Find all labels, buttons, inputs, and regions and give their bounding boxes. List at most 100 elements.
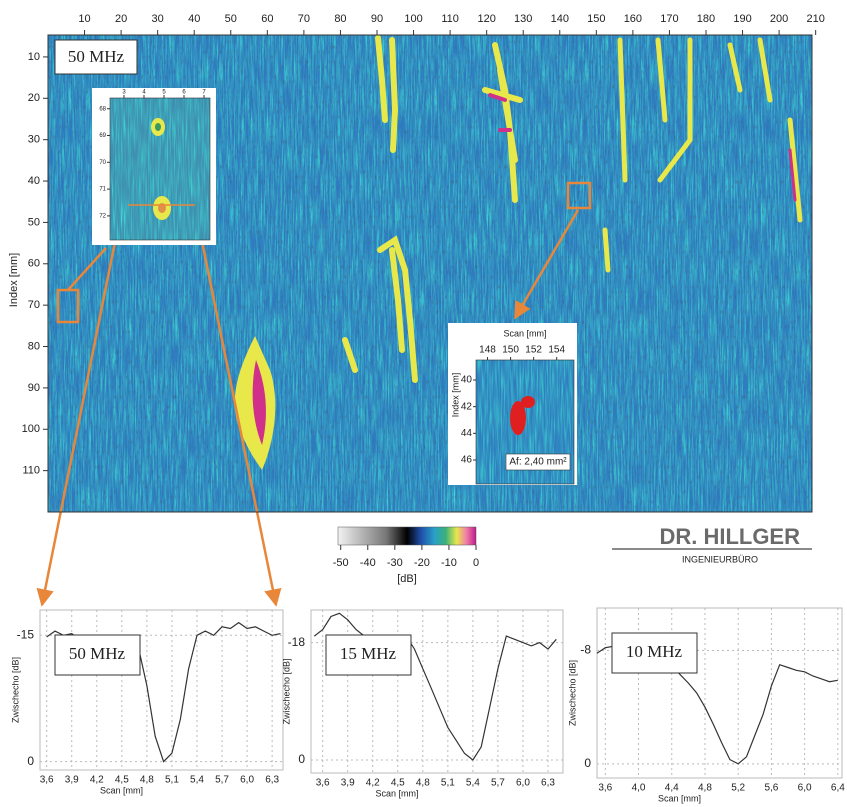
x-tick-label: 4,2	[90, 775, 104, 786]
plot-frame	[310, 609, 564, 774]
y-axis-label: Zwischecho [dB]	[281, 658, 291, 724]
y-tick-label: 70	[28, 299, 40, 311]
x-tick-label: 148	[479, 345, 496, 356]
plot-frame	[39, 609, 284, 771]
x-tick-label: 154	[548, 345, 565, 356]
y-tick-label: 20	[28, 92, 40, 104]
x-tick-label: 4	[142, 90, 146, 96]
x-tick-label: 3,6	[40, 775, 54, 786]
x-tick-label: 80	[334, 13, 346, 25]
y-tick-label: 46	[461, 455, 473, 466]
x-tick-label: 3	[122, 90, 126, 96]
x-tick-label: 60	[261, 13, 273, 25]
annotation: 50 MHz	[68, 47, 125, 66]
x-tick-label: 5	[162, 90, 166, 96]
region-markers	[36, 181, 592, 607]
annotation: 50 MHz	[69, 644, 126, 663]
x-axis-label: Scan [mm]	[658, 793, 701, 803]
x-axis-label: Scan [mm]	[503, 328, 546, 338]
y-tick-label: 60	[28, 258, 40, 270]
x-tick-label: 150	[587, 13, 605, 25]
x-tick-label: 6,3	[541, 778, 555, 789]
x-tick-label: 160	[624, 13, 642, 25]
annotation: 10 MHz	[626, 642, 683, 661]
y-tick-label: 72	[99, 213, 106, 219]
x-tick-label: 5,6	[764, 783, 778, 794]
x-tick-label: 6,0	[516, 778, 530, 789]
x-tick-label: 4,2	[366, 778, 380, 789]
y-tick-label: 80	[28, 340, 40, 352]
y-tick-label: 110	[22, 465, 40, 477]
x-tick-label: 6,3	[265, 775, 279, 786]
colorbar-tick-label: -50	[333, 557, 349, 569]
x-tick-label: 120	[477, 13, 495, 25]
annotation-box	[54, 39, 138, 75]
x-tick-label: 152	[525, 345, 542, 356]
x-tick-label: 3,9	[65, 775, 79, 786]
x-tick-label: 4,8	[140, 775, 154, 786]
plot-frame	[109, 97, 211, 241]
annotation-box	[611, 632, 698, 674]
y-tick-label: 0	[27, 754, 34, 768]
x-tick-label: 40	[188, 13, 200, 25]
colorbar-tick-label: 0	[473, 557, 479, 569]
x-tick-label: 5,1	[165, 775, 179, 786]
annotation-box	[505, 453, 571, 471]
y-tick-label: 90	[28, 382, 40, 394]
y-tick-label: 0	[584, 756, 591, 770]
x-tick-label: 4,5	[115, 775, 129, 786]
x-tick-label: 6,4	[831, 783, 845, 794]
x-tick-label: 30	[152, 13, 164, 25]
data-line	[313, 612, 557, 761]
y-tick-label: -15	[17, 627, 35, 641]
y-tick-label: 68	[99, 106, 106, 112]
y-tick-label: 50	[28, 216, 40, 228]
x-tick-label: 70	[298, 13, 310, 25]
x-tick-label: 90	[371, 13, 383, 25]
x-tick-label: 20	[115, 13, 127, 25]
y-tick-label: 70	[99, 160, 106, 166]
x-tick-label: 3,6	[598, 783, 612, 794]
annotation: Af: 2,40 mm²	[509, 457, 567, 468]
inset-panel	[92, 88, 216, 245]
y-tick-label: 42	[461, 401, 473, 412]
x-tick-label: 5,7	[215, 775, 229, 786]
y-tick-label: 30	[28, 134, 40, 146]
y-tick-label: -18	[288, 635, 306, 649]
y-axis-label: Index [mm]	[450, 373, 460, 418]
x-tick-label: 100	[404, 13, 422, 25]
x-tick-label: 150	[502, 345, 519, 356]
x-tick-label: 4,4	[665, 783, 679, 794]
y-axis-label: Zwischecho [dB]	[10, 657, 20, 723]
x-tick-label: 5,2	[731, 783, 745, 794]
x-tick-label: 170	[660, 13, 678, 25]
x-tick-label: 130	[514, 13, 532, 25]
x-axis-label: Scan [mm]	[375, 788, 418, 798]
x-tick-label: 4,8	[416, 778, 430, 789]
x-tick-label: 7	[202, 90, 206, 96]
logo-subtitle: INGENIEURBÜRO	[682, 554, 758, 564]
plot-frame	[47, 34, 813, 513]
y-tick-label: -8	[580, 643, 591, 657]
x-tick-label: 6,0	[798, 783, 812, 794]
colorbar-tick-label: -40	[360, 557, 376, 569]
x-tick-label: 200	[770, 13, 788, 25]
x-tick-label: 5,4	[190, 775, 204, 786]
plot-frame	[475, 359, 575, 485]
y-tick-label: 0	[298, 752, 305, 766]
x-tick-label: 190	[733, 13, 751, 25]
colorbar-tick-label: -10	[441, 557, 457, 569]
x-tick-label: 4,8	[698, 783, 712, 794]
x-tick-label: 110	[441, 13, 459, 25]
colorbar-tick-label: -20	[414, 557, 430, 569]
x-tick-label: 210	[806, 13, 824, 25]
x-tick-label: 5,1	[441, 778, 455, 789]
x-tick-label: 50	[225, 13, 237, 25]
x-tick-label: 4,0	[632, 783, 646, 794]
x-tick-label: 5,4	[466, 778, 480, 789]
annotation: 15 MHz	[340, 644, 397, 663]
annotation-box	[54, 634, 141, 676]
y-tick-label: 100	[22, 423, 40, 435]
x-tick-label: 4,5	[391, 778, 405, 789]
